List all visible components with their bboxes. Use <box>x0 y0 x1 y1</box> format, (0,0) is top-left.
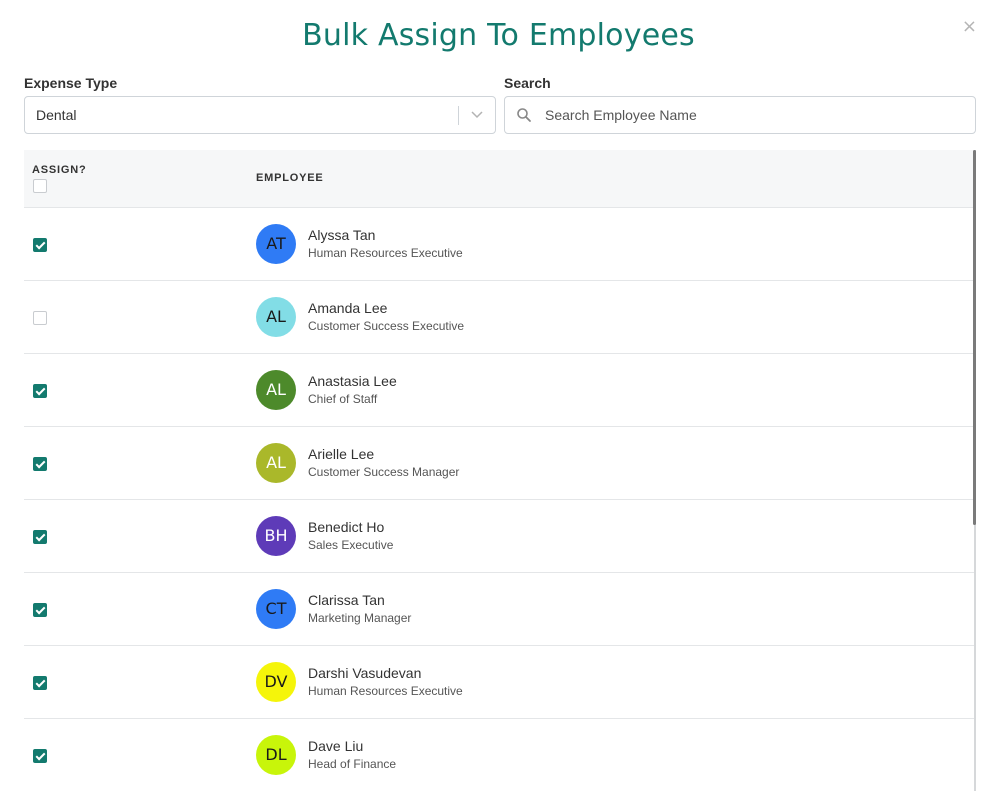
search-input[interactable] <box>545 97 965 133</box>
search-icon <box>517 108 531 122</box>
avatar: DV <box>256 662 296 702</box>
employee-name: Benedict Ho <box>308 519 385 535</box>
employee-table: ASSIGN? EMPLOYEE AT Alyssa Tan Human Resou… <box>24 150 976 791</box>
assign-checkbox[interactable] <box>33 238 47 252</box>
avatar: CT <box>256 589 296 629</box>
assign-checkbox[interactable] <box>33 384 47 398</box>
assign-column-header: ASSIGN? <box>32 164 87 176</box>
table-header: ASSIGN? EMPLOYEE <box>24 150 974 208</box>
assign-checkbox[interactable] <box>33 530 47 544</box>
search-label: Search <box>504 75 551 91</box>
expense-type-select[interactable]: Dental <box>24 96 496 134</box>
avatar: DL <box>256 735 296 775</box>
employee-column-header: EMPLOYEE <box>256 172 324 184</box>
employee-role: Customer Success Executive <box>308 319 465 333</box>
avatar: BH <box>256 516 296 556</box>
avatar: AT <box>256 224 296 264</box>
employee-name: Dave Liu <box>308 738 364 754</box>
assign-checkbox[interactable] <box>33 676 47 690</box>
table-row: AL Amanda Lee Customer Success Executive <box>24 281 974 354</box>
table-scrollbar[interactable] <box>973 150 976 525</box>
employee-name: Clarissa Tan <box>308 592 385 608</box>
table-row: DV Darshi Vasudevan Human Resources Execut… <box>24 646 974 719</box>
avatar: AL <box>256 370 296 410</box>
expense-type-value: Dental <box>36 107 77 123</box>
employee-name: Arielle Lee <box>308 446 375 462</box>
select-separator <box>458 106 459 125</box>
modal-title: Bulk Assign To Employees <box>302 18 695 53</box>
expense-type-label: Expense Type <box>24 75 118 91</box>
close-icon[interactable]: × <box>961 16 977 37</box>
table-row: CT Clarissa Tan Marketing Manager <box>24 573 974 646</box>
table-row: AT Alyssa Tan Human Resources Executive <box>24 208 974 281</box>
avatar: AL <box>256 297 296 337</box>
assign-checkbox[interactable] <box>33 749 47 763</box>
select-all-checkbox[interactable] <box>33 179 47 193</box>
employee-name: Amanda Lee <box>308 300 388 316</box>
chevron-down-icon[interactable] <box>470 109 484 121</box>
employee-role: Human Resources Executive <box>308 684 463 698</box>
avatar: AL <box>256 443 296 483</box>
search-field[interactable] <box>504 96 976 134</box>
employee-name: Anastasia Lee <box>308 373 397 389</box>
employee-role: Marketing Manager <box>308 611 412 625</box>
employee-role: Chief of Staff <box>308 392 378 406</box>
table-row: AL Anastasia Lee Chief of Staff <box>24 354 974 427</box>
employee-role: Human Resources Executive <box>308 246 463 260</box>
table-row: AL Arielle Lee Customer Success Manager <box>24 427 974 500</box>
table-row: BH Benedict Ho Sales Executive <box>24 500 974 573</box>
employee-name: Alyssa Tan <box>308 227 376 243</box>
assign-checkbox[interactable] <box>33 457 47 471</box>
assign-checkbox[interactable] <box>33 603 47 617</box>
employee-name: Darshi Vasudevan <box>308 665 422 681</box>
assign-checkbox[interactable] <box>33 311 47 325</box>
employee-role: Customer Success Manager <box>308 465 460 479</box>
employee-role: Sales Executive <box>308 538 394 552</box>
employee-role: Head of Finance <box>308 757 397 771</box>
table-row: DL Dave Liu Head of Finance <box>24 719 974 791</box>
